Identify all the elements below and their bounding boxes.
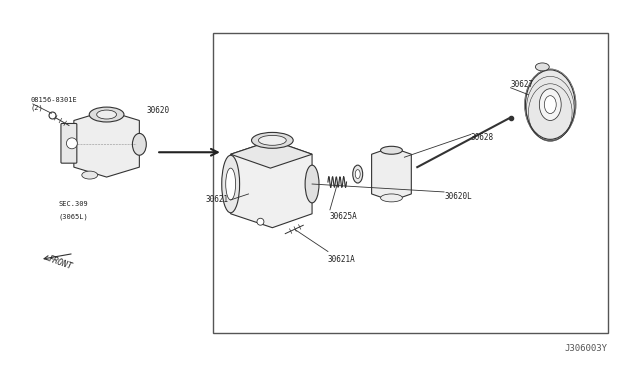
Ellipse shape [381,146,403,154]
Text: 30621A: 30621A [328,255,356,264]
Text: 30620L: 30620L [444,192,472,201]
Ellipse shape [132,134,147,155]
Polygon shape [74,110,140,177]
Ellipse shape [226,168,236,200]
Circle shape [67,138,77,149]
Ellipse shape [381,194,403,202]
Text: 30625A: 30625A [330,212,358,221]
Bar [213,33,608,333]
Ellipse shape [544,96,556,113]
Text: SEC.309: SEC.309 [59,201,89,207]
Text: 30628: 30628 [471,133,494,142]
Text: 30627: 30627 [511,80,534,89]
Polygon shape [372,147,412,201]
Ellipse shape [82,171,98,179]
Text: (3065L): (3065L) [59,214,89,220]
Text: 08156-8301E
(2): 08156-8301E (2) [30,97,77,110]
Ellipse shape [353,165,363,183]
Text: 30620: 30620 [147,106,170,115]
Ellipse shape [305,165,319,203]
Text: 30621: 30621 [205,195,228,204]
Ellipse shape [97,110,116,119]
Ellipse shape [259,135,286,145]
Ellipse shape [221,155,239,213]
Polygon shape [230,140,312,228]
Ellipse shape [252,132,293,148]
Ellipse shape [355,170,360,179]
Text: FRONT: FRONT [47,255,73,272]
FancyBboxPatch shape [61,124,77,163]
Polygon shape [230,140,312,168]
Ellipse shape [536,63,549,71]
Ellipse shape [89,107,124,122]
Ellipse shape [540,89,561,121]
Circle shape [257,218,264,225]
Text: J306003Y: J306003Y [565,344,608,353]
Ellipse shape [525,70,575,140]
